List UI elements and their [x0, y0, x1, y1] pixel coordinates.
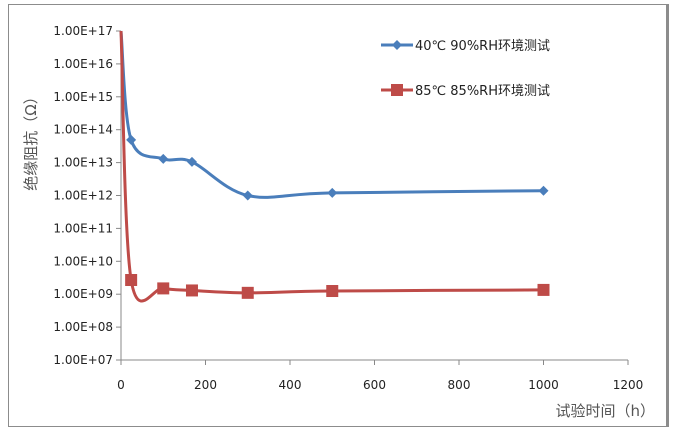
data-point: [158, 153, 169, 164]
x-tick-label: 200: [194, 378, 217, 392]
legend-label: 40℃ 90%RH环境测试: [415, 39, 550, 54]
data-point: [126, 134, 137, 145]
data-point: [185, 284, 198, 297]
y-tick-label: 1.00E+09: [53, 287, 113, 301]
data-point: [157, 282, 170, 295]
data-point: [241, 286, 254, 299]
legend-marker: [391, 84, 403, 96]
data-point: [125, 274, 138, 287]
series-line: [119, 30, 544, 199]
data-point: [537, 283, 550, 296]
y-tick-label: 1.00E+13: [53, 156, 113, 170]
y-tick-label: 1.00E+11: [53, 221, 113, 235]
y-tick-label: 1.00E+10: [53, 254, 113, 268]
x-tick-label: 1200: [613, 378, 644, 392]
legend-label: 85℃ 85%RH环境测试: [415, 84, 550, 99]
data-point: [186, 156, 197, 167]
data-point: [538, 185, 549, 196]
series-2: [119, 30, 550, 303]
y-tick-label: 1.00E+12: [53, 189, 113, 203]
legend-marker: [392, 40, 402, 50]
y-tick-label: 1.00E+14: [53, 123, 113, 137]
x-tick-label: 1000: [528, 378, 559, 392]
x-tick-label: 400: [279, 378, 302, 392]
y-tick-label: 1.00E+15: [53, 90, 113, 104]
data-point: [327, 187, 338, 198]
y-tick-label: 1.00E+17: [53, 24, 113, 38]
x-tick-label: 600: [363, 378, 386, 392]
x-axis-label: 试验时间（h）: [555, 402, 655, 420]
y-tick-label: 1.00E+16: [53, 57, 113, 71]
data-point: [326, 285, 339, 298]
x-tick-label: 0: [117, 378, 125, 392]
legend: 40℃ 90%RH环境测试 85℃ 85%RH环境测试: [381, 39, 550, 99]
y-tick-label: 1.00E+08: [53, 320, 113, 334]
series-1: [119, 30, 549, 201]
y-axis-label: 绝缘阻抗（Ω）: [22, 89, 40, 190]
chart-frame: [8, 4, 669, 427]
series-line: [119, 30, 544, 303]
x-tick-label: 800: [448, 378, 471, 392]
data-point: [242, 190, 253, 201]
y-tick-label: 1.00E+07: [53, 353, 113, 367]
